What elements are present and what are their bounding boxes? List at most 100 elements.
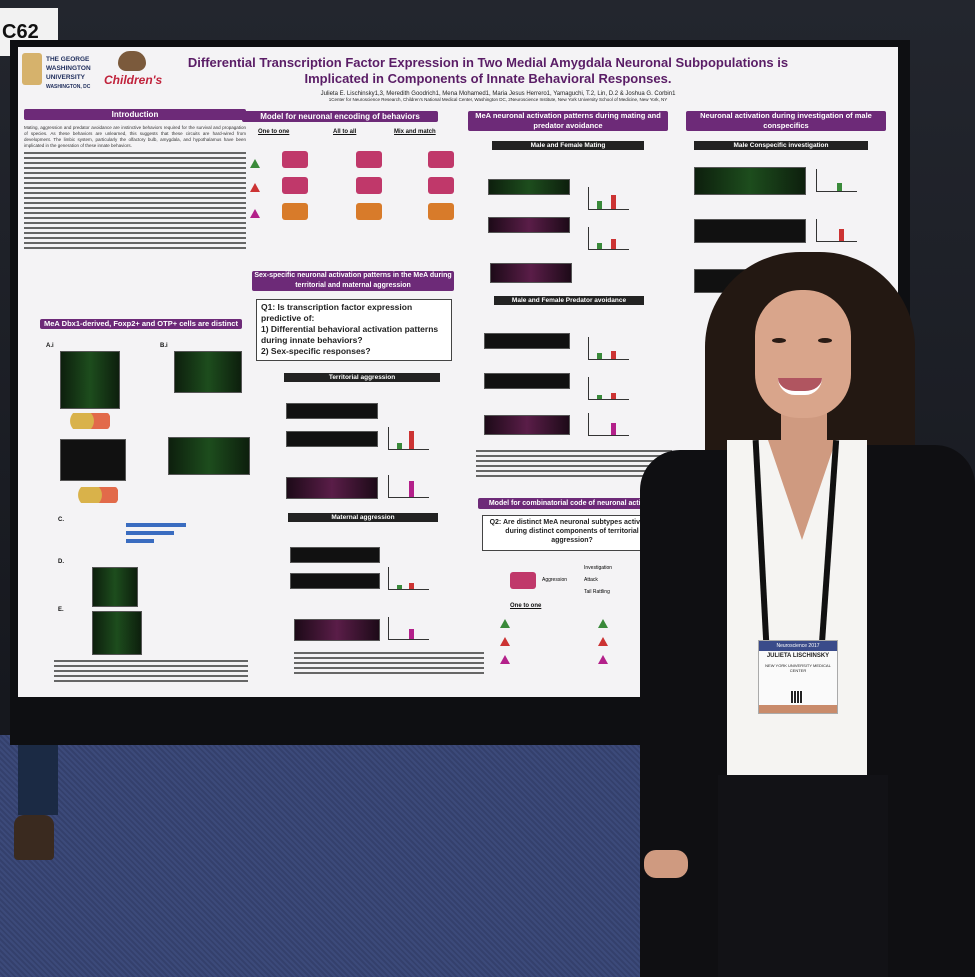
behavior-icon-2 (282, 177, 308, 194)
micro-maternal-1 (290, 547, 380, 563)
model-one-to-one-label: One to one (258, 129, 290, 135)
bar-graph-territorial-1 (388, 427, 429, 450)
one-to-one-code-label: One to one (510, 603, 542, 609)
behavior-icon-6 (356, 203, 382, 220)
poster-title: Differential Transcription Factor Expres… (187, 55, 789, 86)
combo-neuron-green-icon (598, 619, 608, 628)
caption-mating-predator (476, 447, 672, 491)
behavior-icon-8 (428, 177, 454, 194)
bar-graph-mating-2 (588, 227, 629, 250)
right-eye (818, 338, 832, 343)
panel-label-ai: A.i (46, 343, 54, 349)
micro-territorial-2 (286, 431, 378, 447)
micro-territorial-3 (286, 477, 378, 499)
code-neuron-red-icon (500, 637, 510, 646)
microscopy-panel-bii (168, 437, 250, 475)
introduction-text: Mating, aggression and predator avoidanc… (24, 125, 246, 315)
micro-mating-3 (490, 263, 572, 283)
bar-c-3 (126, 539, 154, 543)
gwu-seal-icon (22, 53, 42, 85)
visitor-legs (18, 745, 58, 815)
bar-graph-maternal-2 (388, 617, 429, 640)
behavior-icon-3 (282, 203, 308, 220)
neuron-red-icon (250, 183, 260, 192)
presenter-face (755, 290, 851, 418)
neuron-green-icon (250, 159, 260, 168)
badge-event: Neuroscience 2017 (759, 641, 837, 651)
badge-affiliation: NEW YORK UNIVERSITY MEDICAL CENTER (765, 663, 831, 673)
bar-c-2 (126, 531, 174, 535)
presenter-neckline (768, 440, 836, 540)
behavior-icon-9 (428, 203, 454, 220)
bar-graph-predator-2 (588, 377, 629, 400)
micro-mating-2 (488, 217, 570, 233)
question-2-box: Q2: Are distinct MeA neuronal subtypes a… (482, 515, 662, 551)
bar-c-1 (126, 523, 186, 527)
behavior-icon-4 (356, 151, 382, 168)
investigation-label: Investigation (584, 565, 613, 571)
caption-aggression (294, 649, 484, 689)
behavior-icon-7 (428, 151, 454, 168)
predator-avoidance-header: Male and Female Predator avoidance (494, 296, 644, 305)
conspecific-header: Male Conspecific investigation (694, 141, 868, 150)
badge-ribbon (759, 705, 837, 713)
maternal-aggression-header: Maternal aggression (288, 513, 438, 522)
panel-label-d: D. (58, 559, 64, 565)
bar-graph-territorial-2 (388, 475, 429, 498)
section-sex-specific: Sex-specific neuronal activation pattern… (252, 271, 454, 291)
venn-diagram-b (78, 487, 118, 503)
model-all-to-all-label: All to all (333, 129, 357, 135)
neuron-magenta-icon (250, 209, 260, 218)
code-neuron-green-icon (500, 619, 510, 628)
combo-neuron-magenta-icon (598, 655, 608, 664)
behavior-icon-5 (356, 177, 382, 194)
microscopy-panel-ai (60, 351, 120, 409)
bar-graph-predator-1 (588, 337, 629, 360)
section-introduction: Introduction (24, 109, 246, 120)
left-eye (772, 338, 786, 343)
presenter-hand (644, 850, 688, 878)
microscopy-panel-bi (174, 351, 242, 393)
bar-graph-conspecific-1 (816, 169, 857, 192)
micro-territorial-1 (286, 403, 378, 419)
section-mea-activation: MeA neuronal activation patterns during … (468, 111, 668, 131)
micro-maternal-2 (290, 573, 380, 589)
combo-neuron-red-icon (598, 637, 608, 646)
code-neuron-magenta-icon (500, 655, 510, 664)
gwu-logo: THE GEORGE WASHINGTON UNIVERSITY WASHING… (22, 51, 102, 95)
presenter-trousers (718, 775, 888, 977)
territorial-aggression-header: Territorial aggression (284, 373, 440, 382)
poster-authors: Julieta E. Lischinsky1,3, Meredith Goodr… (320, 91, 676, 102)
aggression-icon (510, 572, 536, 589)
micro-predator-2 (484, 373, 570, 389)
microscopy-panel-e (92, 611, 142, 655)
microscopy-panel-d (92, 567, 138, 607)
question-1-box: Q1: Is transcription factor expression p… (256, 299, 452, 361)
micro-predator-1 (484, 333, 570, 349)
bar-graph-conspecific-2 (816, 219, 857, 242)
micro-conspecific-1 (694, 167, 806, 195)
micro-mating-1 (488, 179, 570, 195)
micro-maternal-3 (294, 619, 380, 641)
section-male-conspecifics: Neuronal activation during investigation… (686, 111, 886, 131)
name-badge: Neuroscience 2017 JULIETA LISCHINSKY NEW… (758, 640, 838, 714)
model-mix-match-label: Mix and match (394, 129, 436, 135)
venn-diagram-a (70, 413, 110, 429)
panel-label-bi: B.i (160, 343, 168, 349)
behavior-icon-1 (282, 151, 308, 168)
visitor-shoe (14, 815, 54, 860)
tail-rattling-label: Tail Rattling (584, 589, 610, 595)
aggression-label: Aggression (542, 577, 568, 583)
micro-predator-3 (484, 415, 570, 435)
presenter-smile (778, 378, 822, 395)
bar-graph-mating-1 (588, 187, 629, 210)
bar-graph-predator-3 (588, 413, 629, 436)
microscopy-panel-aii (60, 439, 126, 481)
qr-code-icon (791, 691, 803, 703)
section-model-encoding: Model for neuronal encoding of behaviors (242, 111, 438, 122)
section-cells-distinct: MeA Dbx1-derived, Foxp2+ and OTP+ cells … (40, 319, 242, 329)
attack-label: Attack (584, 577, 598, 583)
figure-caption-cells (54, 657, 248, 693)
section-combinatorial: Model for combinatorial code of neuronal… (478, 498, 672, 509)
badge-name: JULIETA LISCHINSKY (766, 653, 830, 659)
